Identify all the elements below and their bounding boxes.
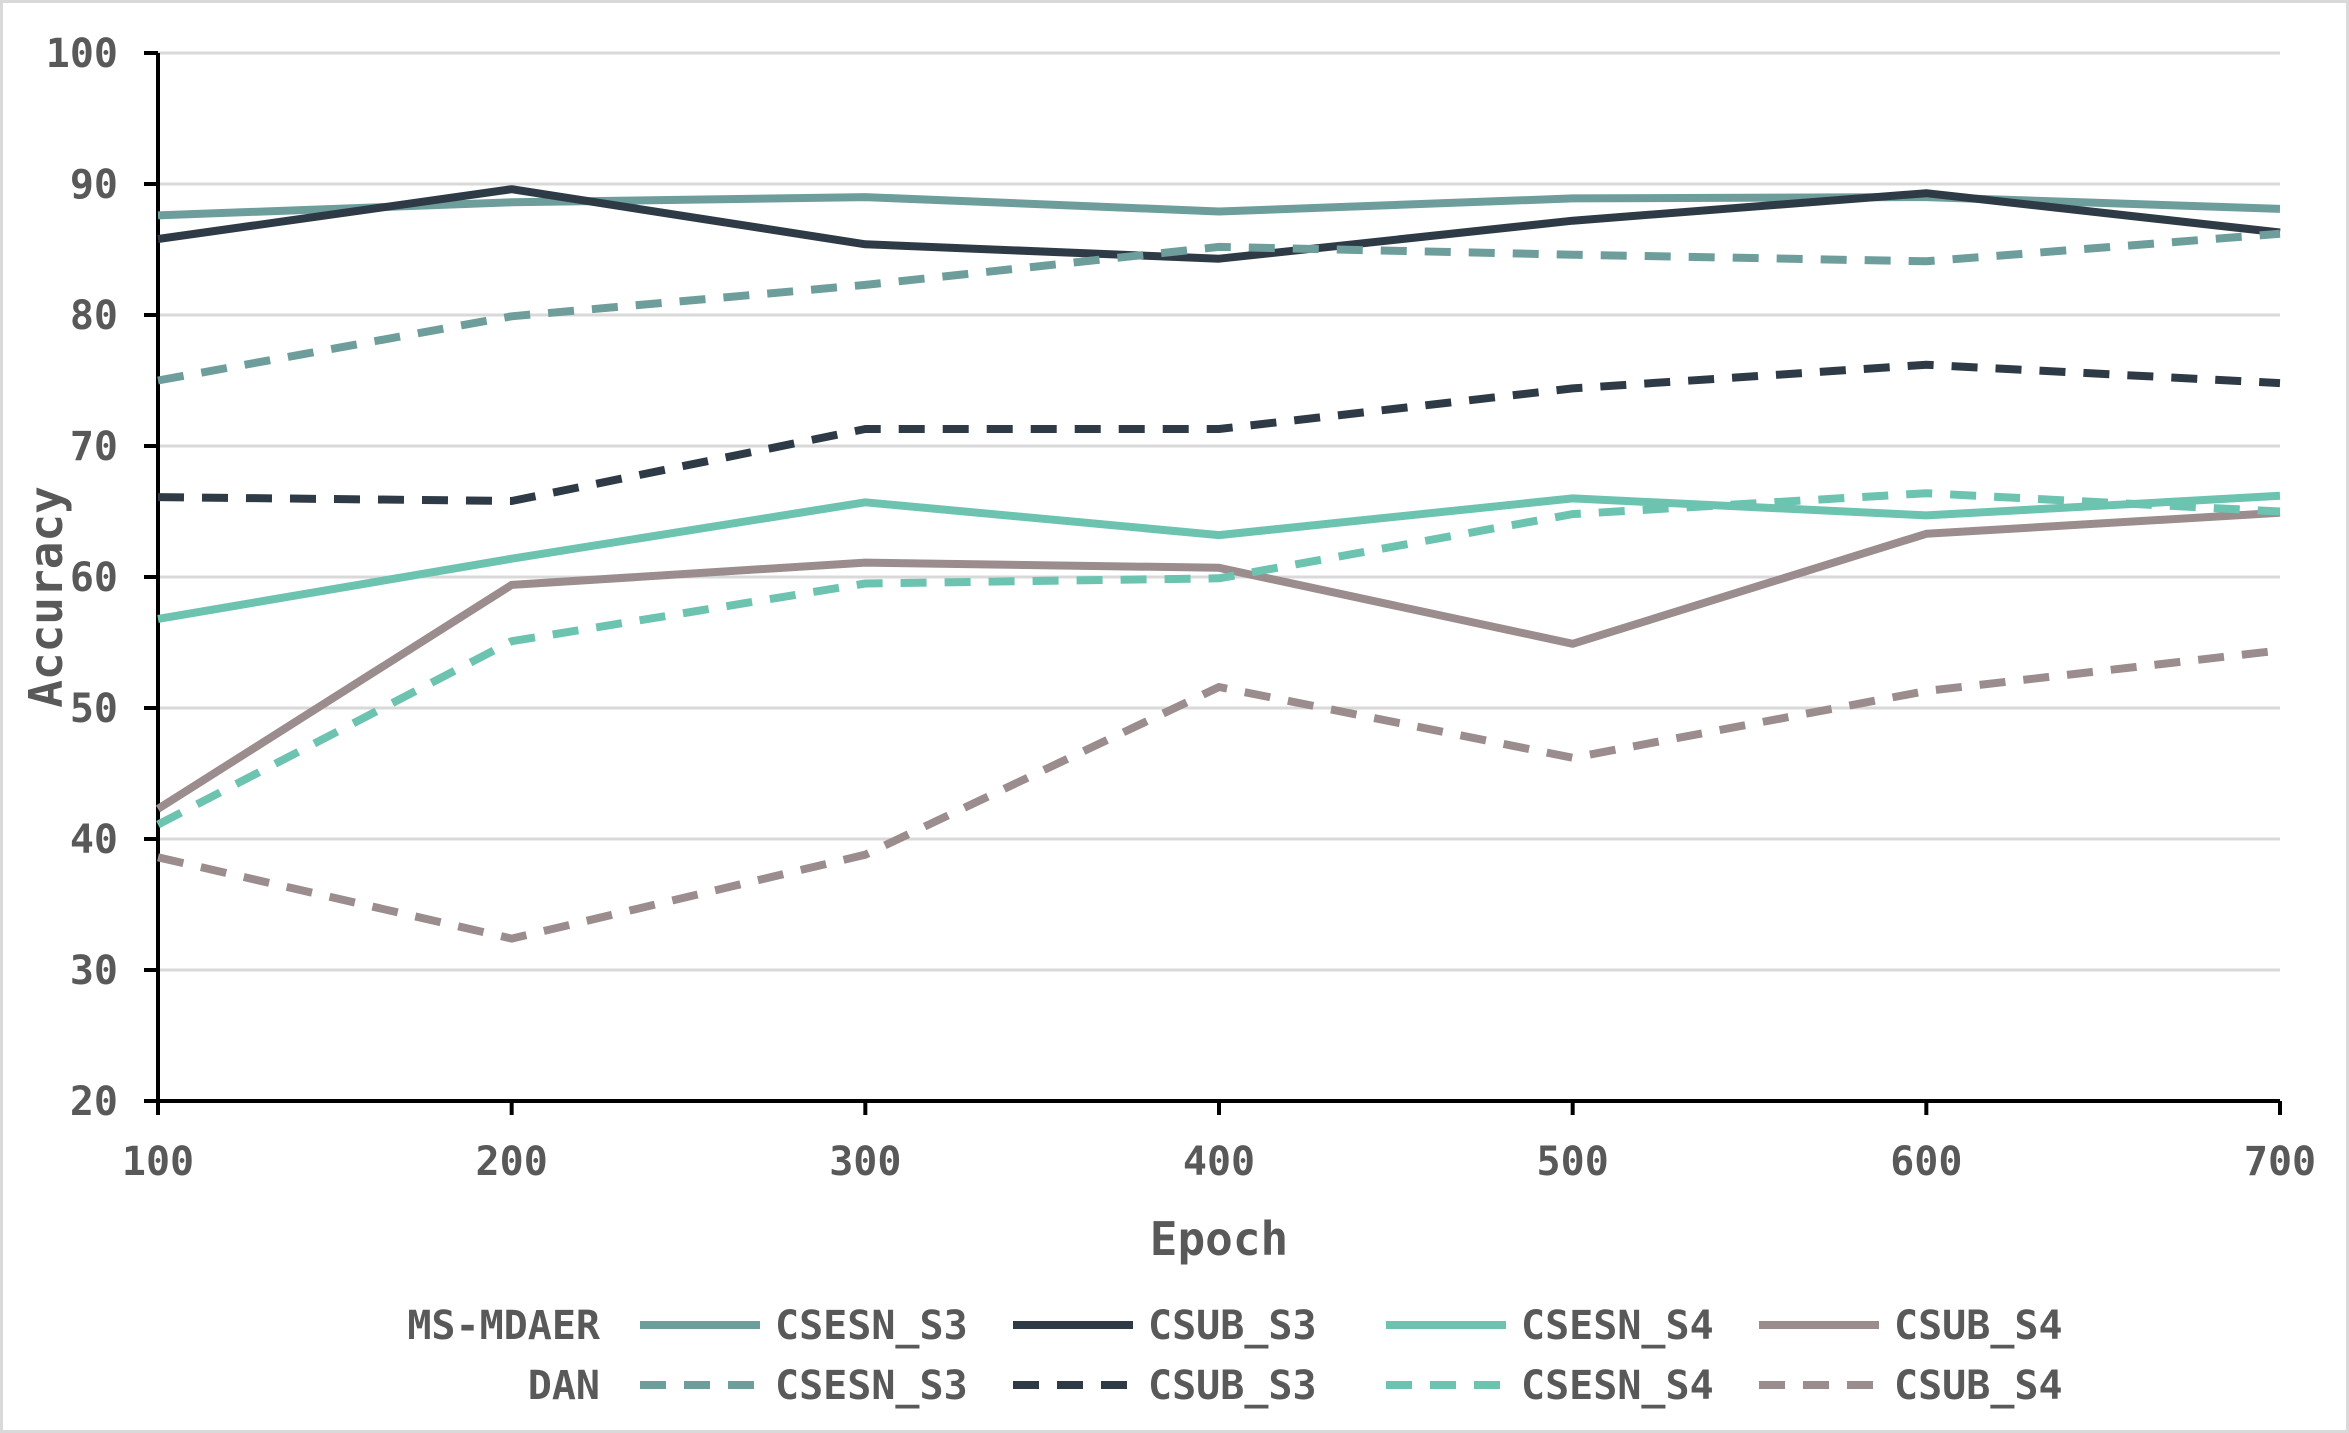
y-tick-label-70: 70 [70,424,118,470]
gridlines [158,51,2280,972]
series-line-dan-csub_s3 [157,360,2281,505]
series-line-ms-mdaer-csub_s4 [155,508,2281,813]
x-tick-label-300: 300 [829,1139,901,1185]
x-tick-label-100: 100 [122,1139,194,1185]
legend-label-ms-mdaer-csesn_s4: CSESN_S4 [1521,1303,1714,1349]
axes [144,51,2282,1115]
x-axis-title: Epoch [1150,1212,1288,1266]
legend-label-dan-csesn_s3: CSESN_S3 [775,1363,968,1409]
tick-labels: 20 30 40 50 60 70 80 90 100 100 200 300 400 500 600 700 [46,31,2316,1185]
x-tick-label-700: 700 [2244,1139,2316,1185]
y-tick-label-80: 80 [70,293,118,339]
legend-group-label-ms-mdaer: MS-MDAER [407,1303,601,1349]
x-tick-label-400: 400 [1183,1139,1255,1185]
y-tick-label-90: 90 [70,162,118,208]
y-tick-label-30: 30 [70,948,118,994]
x-tick-label-200: 200 [476,1139,548,1185]
series-lines [155,185,2281,943]
legend-label-ms-mdaer-csub_s3: CSUB_S3 [1148,1303,1317,1349]
y-tick-label-100: 100 [46,31,118,77]
y-tick-label-40: 40 [70,817,118,863]
y-tick-label-50: 50 [70,686,118,732]
series-line-ms-mdaer-csub_s3 [157,185,2281,263]
series-line-dan-csesn_s4 [156,489,2281,829]
legend: MS-MDAER CSESN_S3 CSUB_S3 CSESN_S4 CSUB_S4 DA… [407,1303,2062,1409]
series-line-dan-csesn_s3 [157,229,2281,385]
series-line-ms-mdaer-csesn_s4 [157,491,2281,623]
x-tick-label-600: 600 [1890,1139,1962,1185]
series-line-dan-csub_s4 [157,646,2281,943]
legend-label-ms-mdaer-csub_s4: CSUB_S4 [1894,1303,2063,1349]
y-tick-label-60: 60 [70,555,118,601]
legend-label-dan-csesn_s4: CSESN_S4 [1521,1363,1714,1409]
x-tick-label-500: 500 [1537,1139,1609,1185]
legend-group-label-dan: DAN [528,1363,600,1409]
legend-label-ms-mdaer-csesn_s3: CSESN_S3 [775,1303,968,1349]
y-tick-label-20: 20 [70,1079,118,1125]
y-axis-title: Accuracy [19,486,73,708]
legend-label-dan-csub_s4: CSUB_S4 [1894,1363,2063,1409]
legend-label-dan-csub_s3: CSUB_S3 [1148,1363,1317,1409]
